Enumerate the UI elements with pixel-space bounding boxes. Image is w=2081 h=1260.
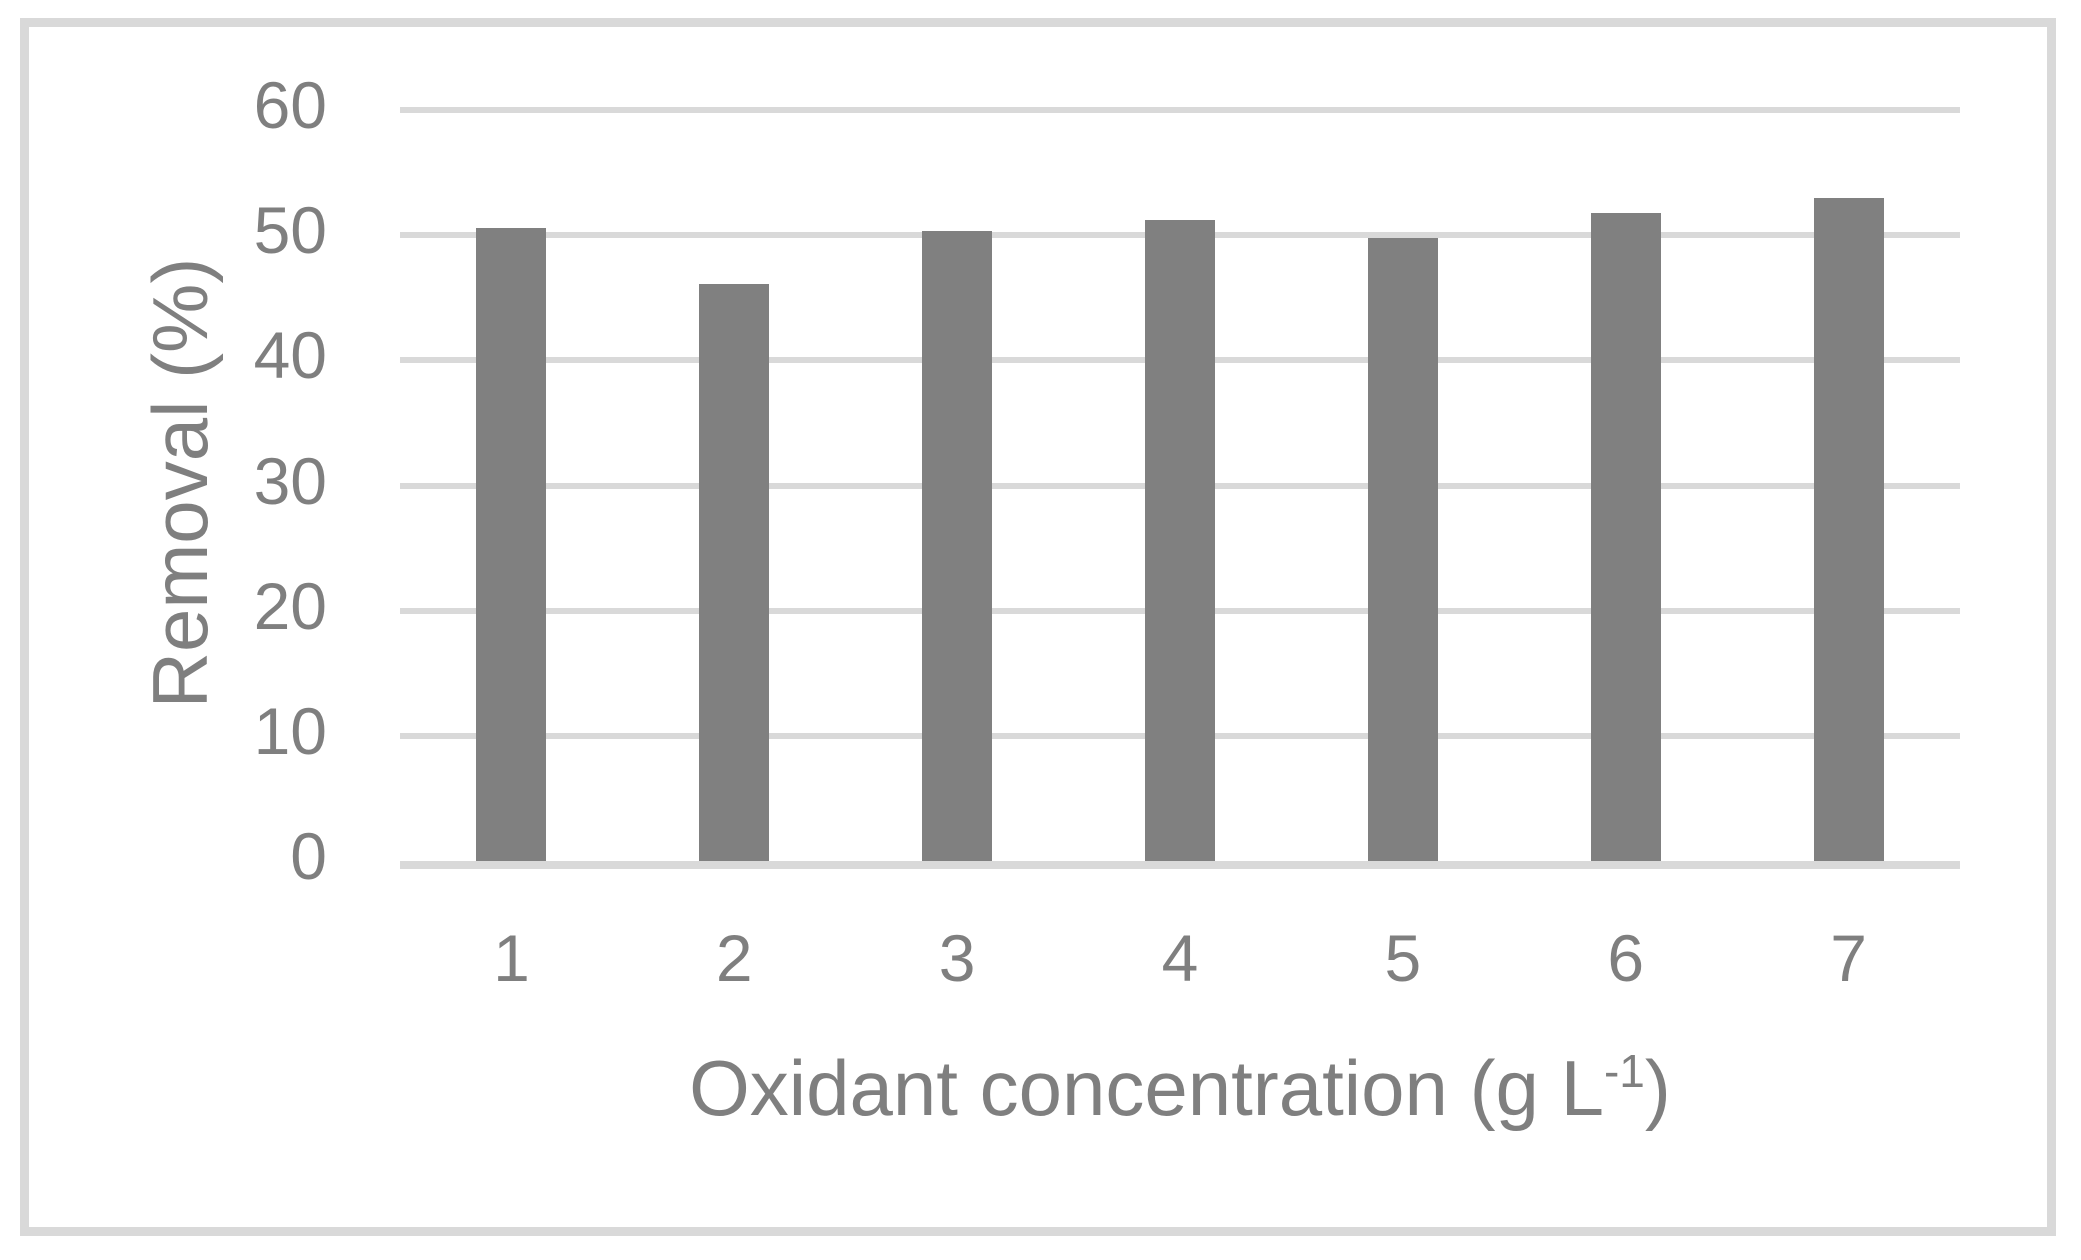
gridline-y-60 xyxy=(400,107,1960,113)
chart-border-frame xyxy=(20,18,2056,1236)
y-axis-title: Removal (%) xyxy=(136,257,224,709)
y-tick-label-20: 20 xyxy=(253,568,327,643)
y-tick-label-50: 50 xyxy=(253,193,327,268)
x-axis-title-superscript: -1 xyxy=(1603,1045,1645,1097)
x-tick-label-1: 1 xyxy=(493,921,530,995)
bar-category-7 xyxy=(1813,197,1884,861)
y-tick-label-10: 10 xyxy=(253,693,327,768)
x-tick-label-5: 5 xyxy=(1384,921,1422,995)
x-axis-line xyxy=(400,861,1960,869)
bar-category-6 xyxy=(1590,212,1661,861)
x-tick-label-3: 3 xyxy=(938,921,976,995)
x-axis-title: Oxidant concentration (g L-1) xyxy=(400,1042,1960,1142)
x-tick-label-4: 4 xyxy=(1161,921,1199,995)
bar-category-3 xyxy=(922,231,993,861)
x-axis-title-text: ) xyxy=(1644,1044,1671,1132)
x-tick-label-6: 6 xyxy=(1607,921,1645,995)
bar-category-2 xyxy=(699,283,770,861)
y-tick-label-0: 0 xyxy=(290,819,327,893)
x-tick-label-7: 7 xyxy=(1830,921,1867,995)
y-tick-label-60: 60 xyxy=(253,68,327,142)
bar-category-5 xyxy=(1367,237,1438,861)
x-axis-title-text: Oxidant concentration (g L xyxy=(689,1044,1604,1132)
bar-category-1 xyxy=(476,227,547,861)
bar-category-4 xyxy=(1145,220,1215,861)
y-tick-label-30: 30 xyxy=(253,443,327,518)
y-tick-label-40: 40 xyxy=(253,318,327,393)
x-tick-label-2: 2 xyxy=(715,921,753,995)
